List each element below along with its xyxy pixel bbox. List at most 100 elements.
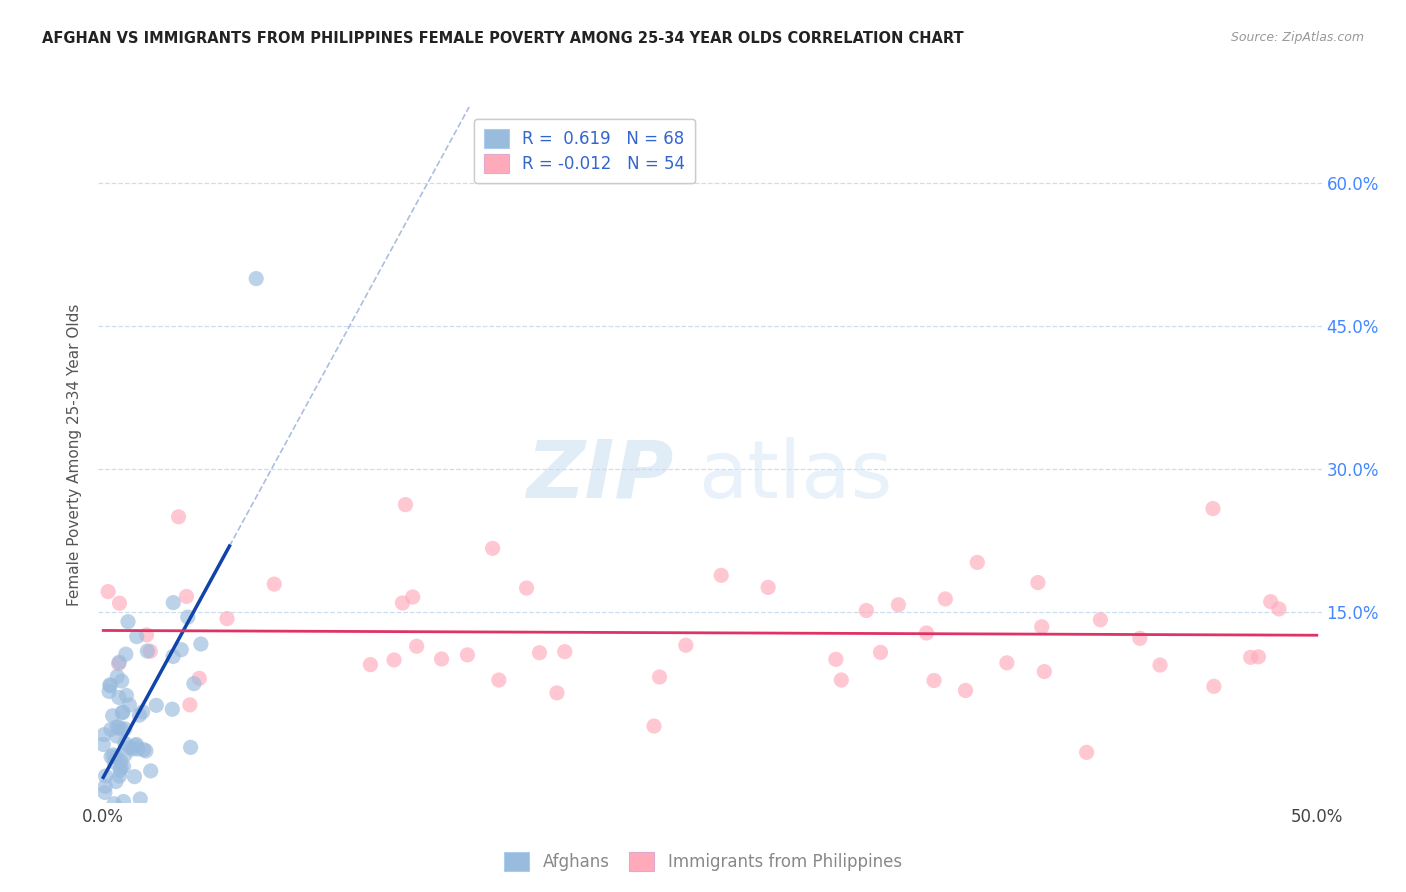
Point — [105, 729, 128, 743]
Point — [129, 815, 152, 830]
Point — [145, 698, 167, 713]
Point — [129, 792, 152, 806]
Point — [125, 630, 148, 644]
Point — [121, 742, 143, 756]
Point — [94, 828, 117, 842]
Point — [128, 708, 150, 723]
Point — [215, 612, 238, 626]
Point — [111, 706, 134, 720]
Point — [107, 720, 129, 734]
Point — [162, 596, 184, 610]
Point — [176, 590, 198, 604]
Point — [103, 755, 125, 769]
Point — [263, 577, 285, 591]
Point — [110, 761, 132, 775]
Point — [177, 610, 200, 624]
Text: atlas: atlas — [697, 437, 893, 515]
Point — [94, 785, 117, 799]
Point — [391, 596, 413, 610]
Point — [100, 723, 122, 737]
Point — [170, 642, 193, 657]
Y-axis label: Female Poverty Among 25-34 Year Olds: Female Poverty Among 25-34 Year Olds — [67, 304, 83, 606]
Point — [1031, 620, 1053, 634]
Point — [481, 541, 503, 556]
Point — [179, 698, 201, 712]
Point — [554, 645, 576, 659]
Point — [675, 638, 697, 652]
Point — [1033, 665, 1056, 679]
Point — [101, 708, 124, 723]
Point — [108, 690, 131, 705]
Text: Source: ZipAtlas.com: Source: ZipAtlas.com — [1230, 31, 1364, 45]
Point — [167, 509, 190, 524]
Point — [110, 754, 132, 768]
Text: AFGHAN VS IMMIGRANTS FROM PHILIPPINES FEMALE POVERTY AMONG 25-34 YEAR OLDS CORRE: AFGHAN VS IMMIGRANTS FROM PHILIPPINES FE… — [42, 31, 963, 46]
Point — [91, 738, 114, 752]
Point — [648, 670, 671, 684]
Point — [139, 764, 162, 778]
Point — [1268, 602, 1291, 616]
Point — [922, 673, 945, 688]
Point — [139, 644, 162, 658]
Point — [114, 647, 136, 661]
Point — [124, 739, 146, 753]
Point — [394, 498, 416, 512]
Point — [710, 568, 733, 582]
Point — [825, 652, 848, 666]
Point — [98, 684, 121, 698]
Point — [1026, 575, 1049, 590]
Point — [108, 655, 131, 669]
Point — [131, 705, 153, 719]
Point — [1240, 650, 1263, 665]
Point — [105, 720, 128, 734]
Point — [488, 673, 510, 687]
Point — [135, 744, 157, 758]
Point — [114, 722, 136, 736]
Point — [546, 686, 568, 700]
Point — [101, 817, 124, 831]
Point — [98, 678, 121, 692]
Point — [359, 657, 381, 672]
Point — [108, 596, 131, 610]
Point — [125, 738, 148, 752]
Point — [114, 747, 136, 762]
Point — [529, 646, 551, 660]
Point — [1076, 745, 1098, 759]
Point — [405, 640, 427, 654]
Point — [887, 598, 910, 612]
Point — [382, 653, 405, 667]
Point — [643, 719, 665, 733]
Text: ZIP: ZIP — [526, 437, 673, 515]
Point — [104, 774, 127, 789]
Point — [117, 615, 139, 629]
Point — [136, 644, 159, 658]
Point — [934, 591, 956, 606]
Point — [869, 645, 891, 659]
Point — [966, 556, 988, 570]
Point — [190, 637, 212, 651]
Point — [110, 722, 132, 736]
Point — [995, 656, 1018, 670]
Point — [402, 590, 425, 604]
Point — [118, 740, 141, 755]
Point — [135, 628, 157, 642]
Point — [1202, 679, 1225, 693]
Point — [108, 769, 131, 783]
Point — [756, 580, 779, 594]
Point — [1129, 632, 1152, 646]
Point — [1090, 613, 1112, 627]
Point — [111, 673, 134, 688]
Point — [108, 764, 131, 778]
Point — [94, 769, 117, 783]
Point — [98, 679, 121, 693]
Point — [127, 742, 149, 756]
Point — [105, 669, 128, 683]
Point — [112, 759, 135, 773]
Point — [456, 648, 478, 662]
Point — [100, 749, 122, 764]
Point — [118, 698, 141, 712]
Point — [162, 702, 184, 716]
Point — [188, 671, 211, 685]
Point — [103, 797, 125, 811]
Point — [183, 676, 205, 690]
